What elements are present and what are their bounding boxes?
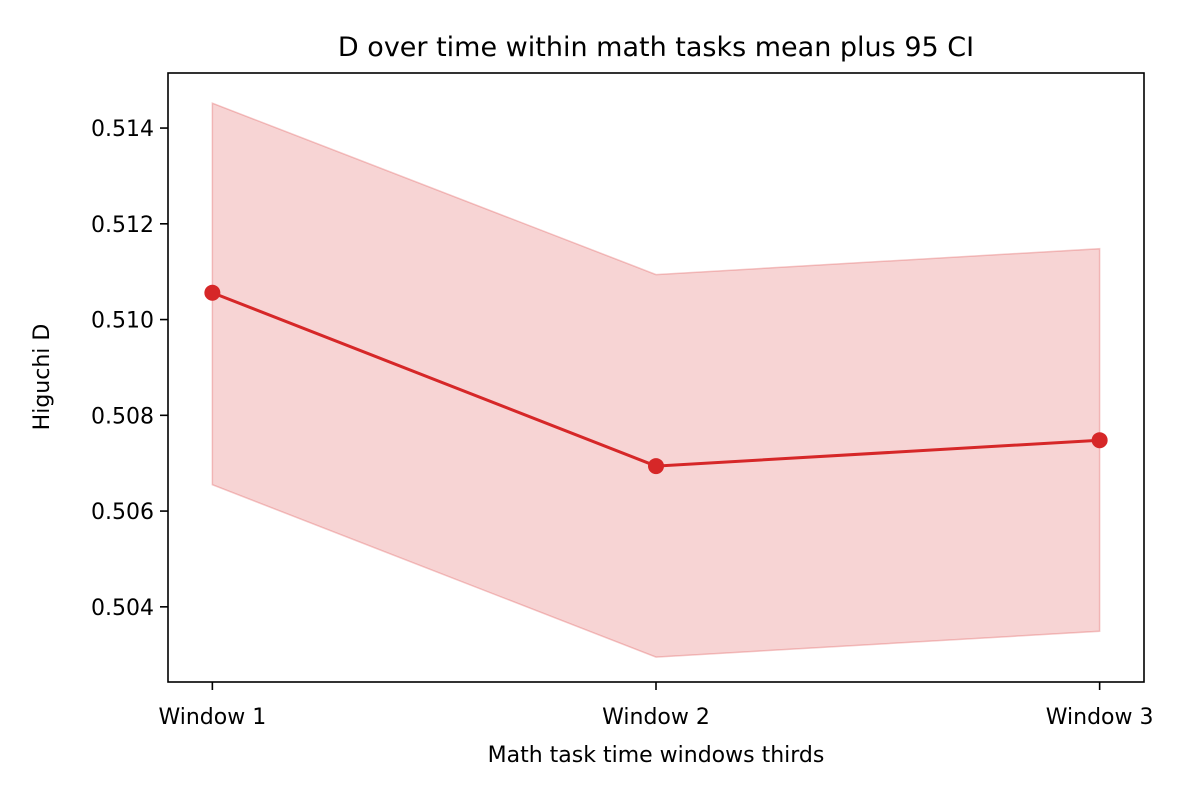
x-tick-label: Window 1 — [158, 705, 266, 730]
data-point — [1091, 432, 1108, 449]
y-tick-label: 0.504 — [91, 596, 154, 621]
x-tick-label: Window 3 — [1046, 705, 1154, 730]
y-tick-label: 0.512 — [91, 213, 154, 238]
ci-band — [211, 102, 1101, 658]
y-tick-label: 0.508 — [91, 404, 154, 429]
data-point — [648, 458, 664, 475]
x-axis: Window 1 Window 2 Window 3 — [158, 682, 1154, 730]
y-tick-label: 0.506 — [91, 500, 154, 525]
x-tick-label: Window 2 — [602, 705, 710, 730]
y-tick-label: 0.514 — [91, 117, 154, 142]
y-tick-label: 0.510 — [91, 309, 154, 334]
series-layer — [204, 284, 1108, 475]
y-axis-label: Higuchi D — [30, 324, 55, 431]
x-axis-label: Math task time windows thirds — [488, 743, 825, 768]
chart-title: D over time within math tasks mean plus … — [338, 32, 974, 63]
y-axis: 0.504 0.506 0.508 0.510 0.512 0.514 — [91, 117, 168, 621]
data-point — [204, 284, 221, 301]
